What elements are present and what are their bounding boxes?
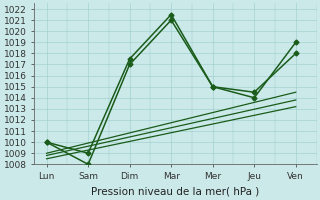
X-axis label: Pression niveau de la mer( hPa ): Pression niveau de la mer( hPa ) xyxy=(91,187,260,197)
